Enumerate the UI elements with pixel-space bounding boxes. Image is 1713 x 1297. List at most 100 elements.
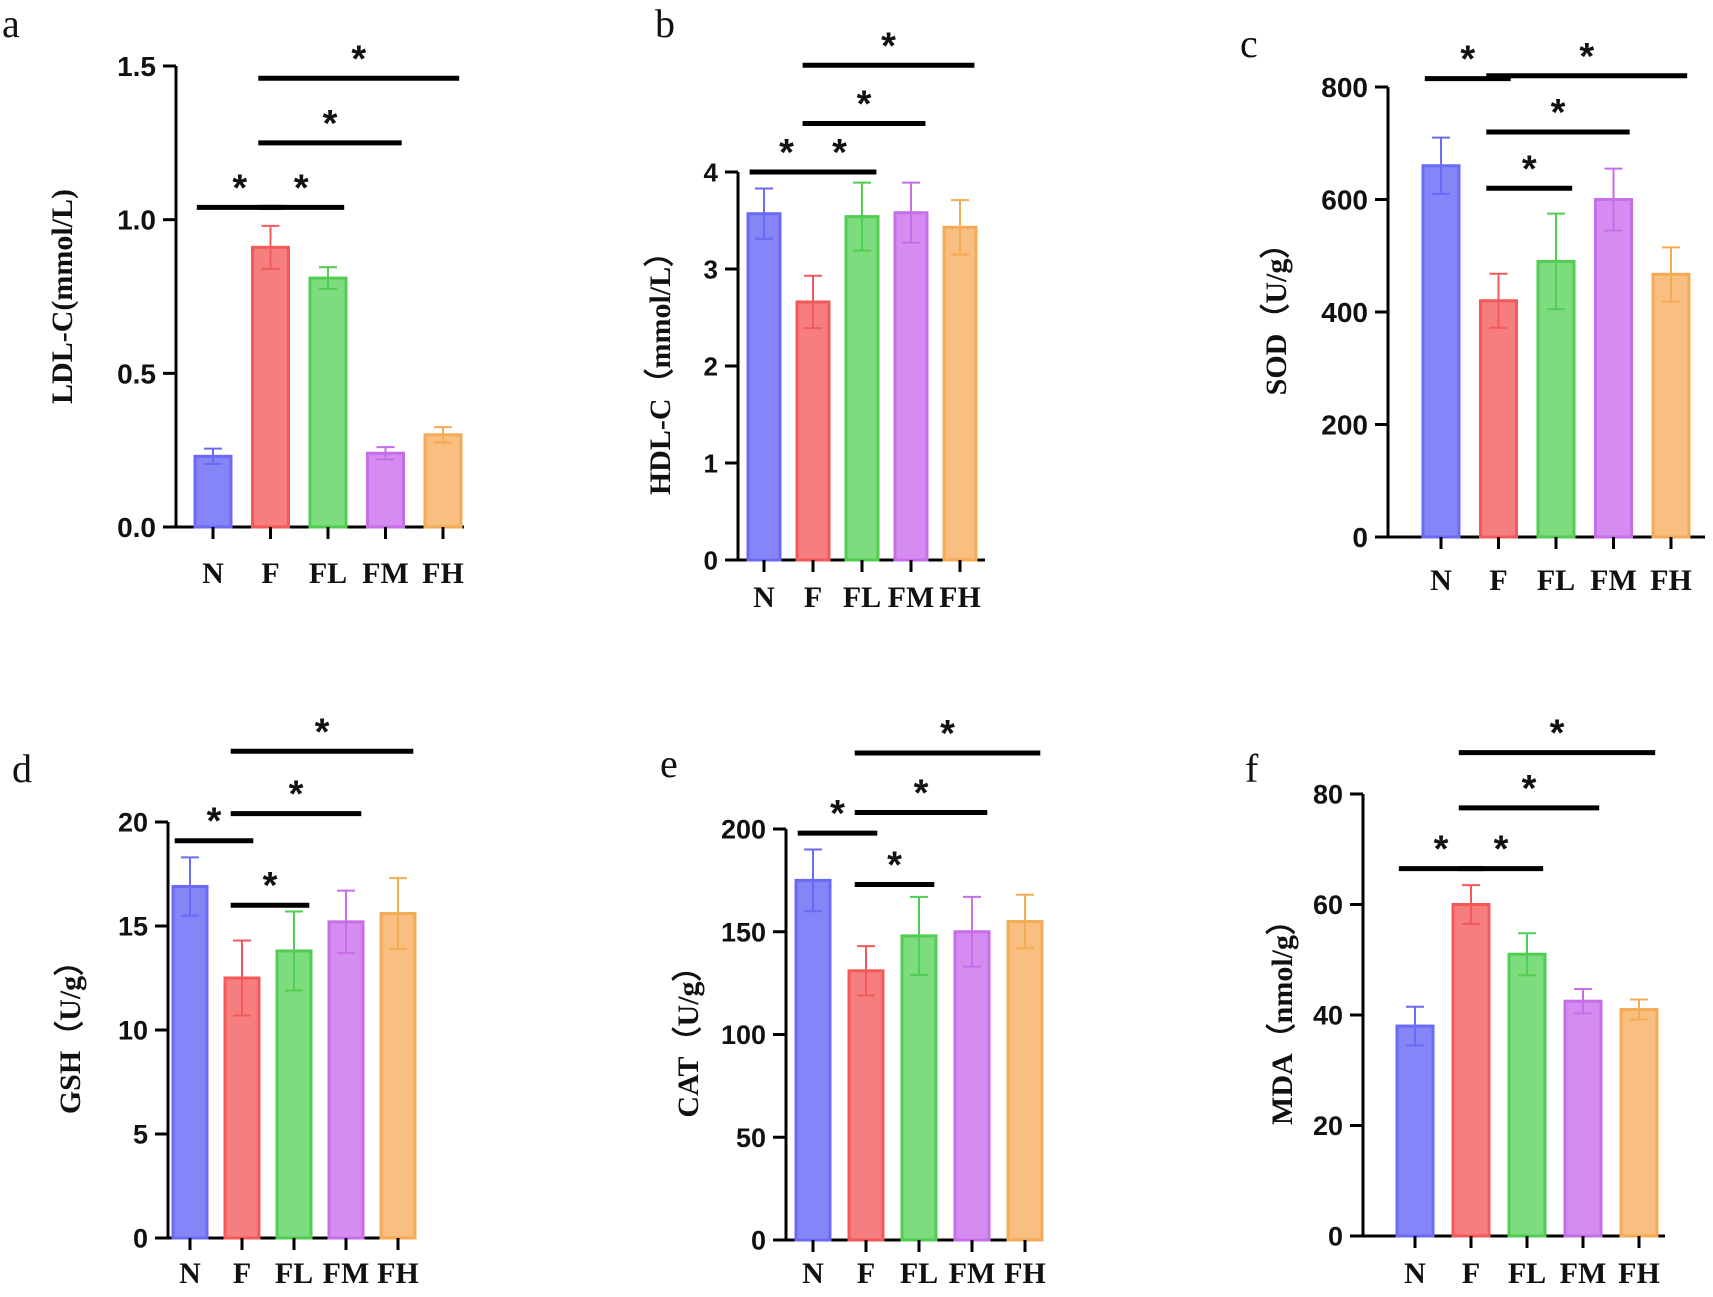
x-tick-label: F — [857, 1257, 875, 1290]
bar-N — [171, 884, 209, 1240]
bar-FM — [327, 920, 365, 1240]
bar-N — [193, 454, 233, 529]
bar-F — [251, 245, 290, 529]
x-tick-label: FM — [1560, 1257, 1607, 1290]
x-tick-label: N — [753, 581, 775, 614]
y-tick-label: 1.5 — [117, 51, 156, 82]
y-tick-label: 0 — [1328, 1222, 1343, 1252]
bar-F — [1451, 903, 1491, 1238]
significance-star: * — [1551, 92, 1566, 134]
y-tick-label: 10 — [118, 1016, 148, 1046]
x-tick-label: FM — [1590, 564, 1637, 597]
bar-FH — [1006, 919, 1044, 1242]
significance-star: * — [887, 844, 902, 886]
x-tick-label: FL — [1508, 1257, 1546, 1290]
significance-star: * — [323, 103, 338, 145]
bar-FH — [1619, 1007, 1659, 1238]
significance-star: * — [881, 25, 896, 67]
chart-panel-e: e 0 50 100 150 200 CAT（U/g） N F FL FM FH * * * * — [660, 713, 1046, 1290]
x-tick-label: FH — [939, 581, 981, 614]
x-tick-label: FH — [1650, 564, 1692, 597]
bar-FL — [900, 934, 938, 1242]
x-tick-label: N — [1430, 564, 1452, 597]
chart-panel-d: d 0 5 10 15 20 GSH（U/g） N F FL FM FH * * * * — [12, 711, 419, 1290]
y-tick-label: 0.0 — [117, 512, 156, 543]
bar-F — [1479, 299, 1518, 539]
x-tick-label: N — [179, 1257, 201, 1290]
y-tick-label: 60 — [1313, 890, 1343, 920]
y-tick-label: 5 — [133, 1120, 148, 1150]
x-tick-label: FM — [949, 1257, 996, 1290]
chart-panel-c: c 0 200 400 600 800 SOD（U/g） N F FL FM FH * * * * — [1240, 21, 1705, 597]
significance-star: * — [294, 167, 309, 209]
significance-star: * — [207, 801, 222, 843]
significance-star: * — [779, 132, 794, 174]
bar-FM — [1594, 198, 1633, 539]
bar-F — [223, 976, 261, 1240]
bar-FM — [366, 451, 405, 529]
y-tick-label: 1.0 — [117, 205, 156, 236]
x-tick-label: F — [261, 557, 279, 590]
y-axis-label: LDL-C(mmol/L) — [46, 189, 79, 404]
significance-star: * — [832, 132, 847, 174]
y-axis-label: SOD（U/g） — [1259, 229, 1293, 396]
significance-star: * — [857, 84, 872, 126]
y-axis-label: HDL-C（mmol/L） — [643, 237, 677, 495]
significance-star: * — [1522, 148, 1537, 190]
chart-panel-a: a 0.0 0.5 1.0 1.5 LDL-C(mmol/L) N F FL FM FH * * * * — [2, 1, 464, 590]
y-axis-label: GSH（U/g） — [53, 946, 87, 1114]
bar-FL — [1507, 952, 1547, 1238]
x-tick-label: FH — [1004, 1257, 1046, 1290]
x-tick-label: FM — [362, 557, 409, 590]
bar-N — [746, 212, 782, 562]
bar-FH — [942, 225, 978, 562]
bar-FH — [379, 912, 417, 1240]
y-tick-label: 200 — [721, 815, 766, 845]
y-tick-label: 200 — [1321, 410, 1368, 441]
bar-N — [1395, 1024, 1435, 1238]
bar-FH — [1651, 272, 1691, 539]
panel-letter: a — [2, 1, 20, 46]
x-tick-label: FL — [309, 557, 347, 590]
significance-star: * — [351, 38, 366, 80]
x-tick-label: N — [802, 1257, 824, 1290]
y-tick-label: 40 — [1313, 1001, 1343, 1031]
significance-star: * — [1460, 39, 1475, 81]
panel-letter: d — [12, 746, 32, 791]
x-tick-label: FL — [275, 1257, 313, 1290]
significance-star: * — [1550, 713, 1565, 755]
y-tick-label: 2 — [704, 351, 718, 381]
panel-letter: c — [1240, 21, 1258, 66]
bar-F — [847, 969, 885, 1242]
y-tick-label: 4 — [704, 157, 719, 187]
y-tick-label: 80 — [1313, 780, 1343, 810]
significance-star: * — [914, 773, 929, 815]
panel-letter: b — [655, 1, 675, 46]
x-tick-label: FL — [900, 1257, 938, 1290]
y-tick-label: 100 — [721, 1020, 766, 1050]
x-tick-label: FH — [422, 557, 464, 590]
x-tick-label: F — [1489, 564, 1507, 597]
y-tick-label: 0.5 — [117, 358, 156, 389]
y-tick-label: 150 — [721, 917, 766, 947]
x-tick-label: FM — [888, 581, 935, 614]
bar-FH — [423, 433, 463, 529]
x-tick-label: FL — [1537, 564, 1575, 597]
x-tick-label: N — [202, 557, 224, 590]
y-tick-label: 15 — [118, 912, 148, 942]
bar-N — [794, 878, 832, 1242]
bar-FL — [308, 276, 348, 529]
panel-letter: f — [1245, 746, 1259, 791]
significance-star: * — [232, 167, 247, 209]
y-tick-label: 0 — [1352, 522, 1368, 553]
y-axis-label: MDA（nmol/g） — [1265, 905, 1299, 1125]
y-axis-label: CAT（U/g） — [671, 951, 705, 1117]
x-tick-label: FH — [377, 1257, 419, 1290]
bar-N — [1421, 164, 1461, 539]
y-tick-label: 1 — [704, 448, 718, 478]
significance-star: * — [1434, 829, 1449, 871]
significance-star: * — [315, 711, 330, 753]
significance-star: * — [1494, 829, 1509, 871]
significance-star: * — [1522, 768, 1537, 810]
